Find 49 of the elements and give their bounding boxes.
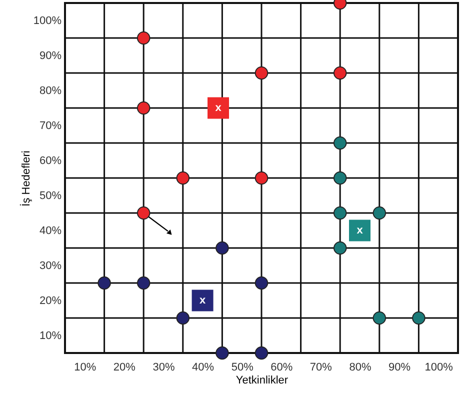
point bbox=[216, 346, 229, 360]
y-tick-label: 100% bbox=[33, 15, 62, 27]
point bbox=[216, 241, 229, 255]
x-tick-label: 50% bbox=[231, 362, 254, 374]
x-tick-label: 10% bbox=[74, 362, 96, 374]
point bbox=[372, 206, 386, 220]
x-tick-label: 70% bbox=[310, 362, 332, 374]
y-tick-label: 70% bbox=[39, 120, 62, 132]
point bbox=[349, 220, 370, 242]
y-tick-label: 60% bbox=[39, 155, 62, 167]
y-tick-label: 10% bbox=[39, 330, 62, 342]
point bbox=[176, 311, 190, 325]
y-tick-label: 20% bbox=[39, 295, 62, 307]
point bbox=[98, 276, 111, 290]
point bbox=[254, 346, 268, 360]
point bbox=[254, 66, 268, 80]
x-tick-label: 90% bbox=[388, 362, 411, 374]
point bbox=[333, 171, 347, 185]
x-tick-label: 80% bbox=[349, 362, 372, 374]
x-tick-label: 100% bbox=[424, 362, 454, 374]
point bbox=[176, 171, 190, 185]
y-tick-label: 90% bbox=[39, 50, 62, 62]
annotation: x bbox=[215, 102, 222, 114]
y-tick-label: 50% bbox=[39, 190, 62, 202]
annotation: x bbox=[356, 224, 364, 236]
point bbox=[333, 241, 347, 255]
x-axis-title: Yetkinlikler bbox=[236, 374, 288, 386]
point bbox=[254, 171, 268, 185]
x-tick-label: 20% bbox=[113, 362, 136, 374]
y-tick-label: 30% bbox=[39, 260, 62, 272]
x-tick-label: 60% bbox=[270, 362, 293, 374]
annotation: x bbox=[199, 294, 206, 306]
y-tick-label: 40% bbox=[39, 225, 62, 237]
x-tick-label: 30% bbox=[152, 362, 175, 374]
x-tick-label: 40% bbox=[192, 362, 214, 374]
point bbox=[136, 31, 150, 45]
point bbox=[333, 206, 347, 220]
point bbox=[136, 206, 150, 220]
point bbox=[136, 276, 150, 290]
point bbox=[192, 290, 214, 312]
point bbox=[412, 311, 426, 325]
point bbox=[333, 136, 347, 150]
point bbox=[208, 97, 230, 119]
y-tick-label: 80% bbox=[39, 85, 62, 97]
point bbox=[333, 66, 347, 80]
point bbox=[372, 311, 386, 325]
point bbox=[136, 101, 150, 115]
y-axis-title: İş Hedefleri bbox=[19, 150, 32, 206]
point bbox=[254, 276, 268, 290]
